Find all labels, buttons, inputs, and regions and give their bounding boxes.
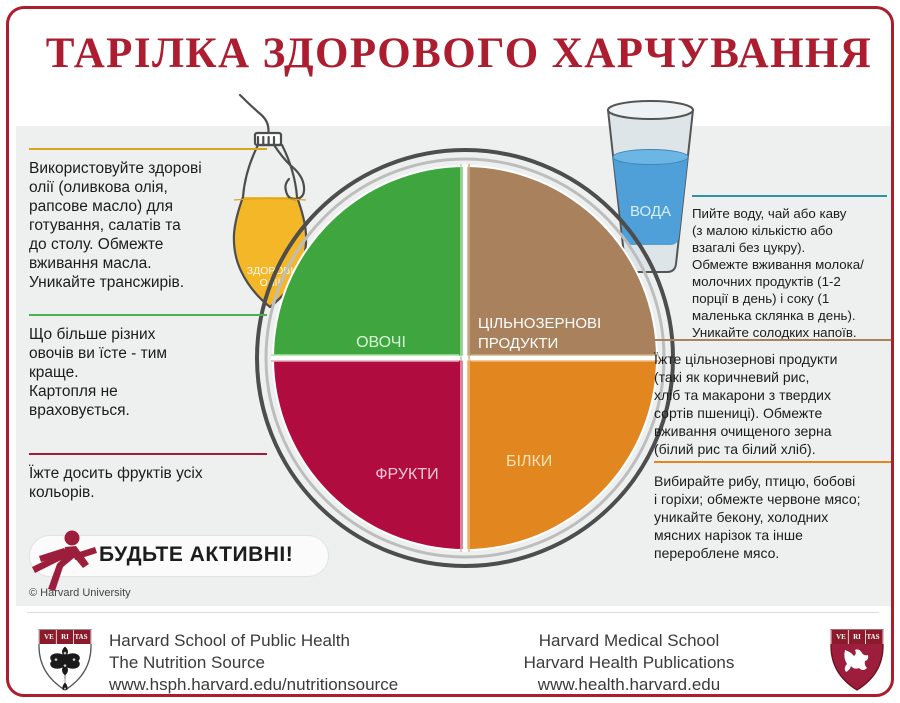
svg-text:ПРОДУКТИ: ПРОДУКТИ	[478, 335, 558, 352]
svg-text:TAS: TAS	[74, 633, 87, 641]
svg-text:TAS: TAS	[866, 633, 879, 641]
svg-text:VE: VE	[44, 633, 54, 641]
svg-text:RI: RI	[61, 633, 69, 641]
svg-text:RI: RI	[853, 633, 861, 641]
svg-text:ФРУКТИ: ФРУКТИ	[375, 466, 438, 483]
svg-text:ЦІЛЬНОЗЕРНОВІ: ЦІЛЬНОЗЕРНОВІ	[478, 315, 601, 332]
svg-text:VE: VE	[836, 633, 846, 641]
svg-text:ОВОЧІ: ОВОЧІ	[356, 334, 406, 351]
svg-text:БІЛКИ: БІЛКИ	[506, 453, 552, 470]
